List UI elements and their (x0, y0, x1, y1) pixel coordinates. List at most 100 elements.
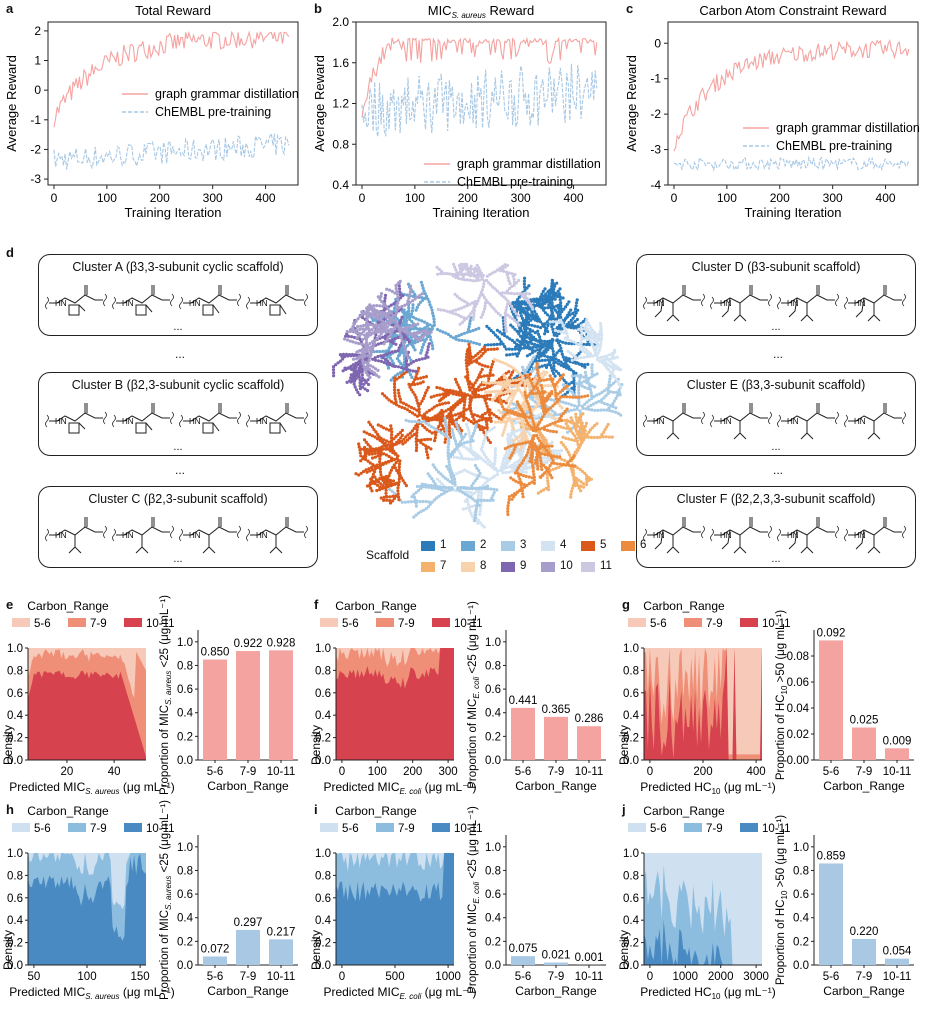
scaffold-point (366, 306, 369, 309)
scaffold-point (488, 413, 491, 416)
scaffold-point (366, 389, 369, 392)
scaffold-point (393, 382, 396, 385)
scaffold-point (574, 358, 577, 361)
scaffold-point (415, 446, 418, 449)
scaffold-point (410, 324, 413, 327)
scaffold-point (358, 393, 361, 396)
scaffold-point (397, 483, 400, 486)
scaffold-point (554, 298, 557, 301)
scaffold-point (532, 356, 535, 359)
scaffold-point (465, 486, 468, 489)
scaffold-point (426, 348, 429, 351)
scaffold-point (589, 388, 592, 391)
scaffold-point (446, 389, 449, 392)
scaffold-point (401, 305, 404, 308)
scaffold-point (580, 336, 583, 339)
ytick-label: -3 (30, 172, 41, 186)
scaffold-point (590, 408, 593, 411)
scaffold-point (560, 330, 563, 333)
scaffold-point (383, 342, 386, 345)
bar-category-label: 7-9 (856, 971, 873, 983)
ytick-label: 0.0 (485, 755, 501, 767)
scaffold-point (505, 452, 508, 455)
scaffold-point (484, 391, 487, 394)
scaffold-point (463, 305, 466, 308)
scaffold-point (417, 303, 420, 306)
molecule-structure: HN (845, 517, 906, 553)
scaffold-point (403, 345, 406, 348)
scaffold-point (518, 478, 521, 481)
scaffold-point (459, 411, 462, 414)
scaffold-point (405, 351, 408, 354)
molecule-structure: HN (247, 517, 308, 553)
ytick-label: -2 (30, 142, 41, 156)
scaffold-point (445, 272, 448, 275)
scaffold-point (500, 418, 503, 421)
scaffold-swatch (501, 562, 515, 572)
scaffold-point (564, 337, 567, 340)
scaffold-point (552, 362, 555, 365)
scaffold-point (424, 292, 427, 295)
scaffold-point (492, 499, 495, 502)
scaffold-point (422, 485, 425, 488)
scaffold-point (593, 436, 596, 439)
carbon-legend-title: Carbon_Range (335, 599, 417, 613)
scaffold-point (467, 343, 470, 346)
scaffold-point (462, 508, 465, 511)
scaffold-point (487, 343, 490, 346)
bar-x-label: Carbon_Range (515, 779, 597, 793)
scaffold-point (404, 348, 407, 351)
scaffold-point (575, 301, 578, 304)
scaffold-point (590, 436, 593, 439)
molecule-structure: HN (644, 285, 705, 321)
scaffold-point (506, 513, 509, 516)
scaffold-point (374, 359, 377, 362)
bar-category-label: 5-6 (823, 766, 840, 778)
scaffold-point (568, 464, 571, 467)
scaffold-point (570, 490, 573, 493)
scaffold-point (381, 350, 384, 353)
scaffold-point (415, 505, 418, 508)
scaffold-swatch (541, 541, 555, 551)
scaffold-point (491, 399, 494, 402)
scaffold-point (552, 320, 555, 323)
molecule-structure: HN (46, 285, 107, 315)
scaffold-point (466, 371, 469, 374)
scaffold-point (540, 412, 543, 415)
carbon-swatch (68, 823, 86, 832)
scaffold-point (361, 356, 364, 359)
scaffold-point (472, 279, 475, 282)
scaffold-point (591, 363, 594, 366)
scaffold-point (464, 500, 467, 503)
scaffold-point (474, 510, 477, 513)
scaffold-point (471, 415, 474, 418)
scaffold-point (384, 492, 387, 495)
svg-text:HN: HN (189, 531, 201, 540)
scaffold-point (358, 356, 361, 359)
scaffold-point (468, 458, 471, 461)
scaffold-point (486, 386, 489, 389)
scaffold-point (421, 357, 424, 360)
legend-entry: ChEMBL pre-training (155, 105, 271, 119)
scaffold-point (540, 465, 543, 468)
scaffold-point (483, 387, 486, 390)
scaffold-point (416, 425, 419, 428)
scaffold-point (431, 309, 434, 312)
scaffold-point (520, 446, 523, 449)
scaffold-point (426, 456, 429, 459)
scaffold-point (465, 368, 468, 371)
ytick-label: 0.6 (485, 684, 501, 696)
scaffold-point (490, 390, 493, 393)
scaffold-point (504, 471, 507, 474)
ellipsis: ... (170, 463, 190, 477)
scaffold-point (399, 398, 402, 401)
scaffold-point (491, 363, 494, 366)
scaffold-point (480, 388, 483, 391)
scaffold-point (517, 300, 520, 303)
scaffold-point (419, 351, 422, 354)
scaffold-point (410, 500, 413, 503)
scaffold-point (456, 456, 459, 459)
scaffold-point (456, 427, 459, 430)
scaffold-point (482, 439, 485, 442)
carbon-label: 5-6 (650, 823, 667, 835)
